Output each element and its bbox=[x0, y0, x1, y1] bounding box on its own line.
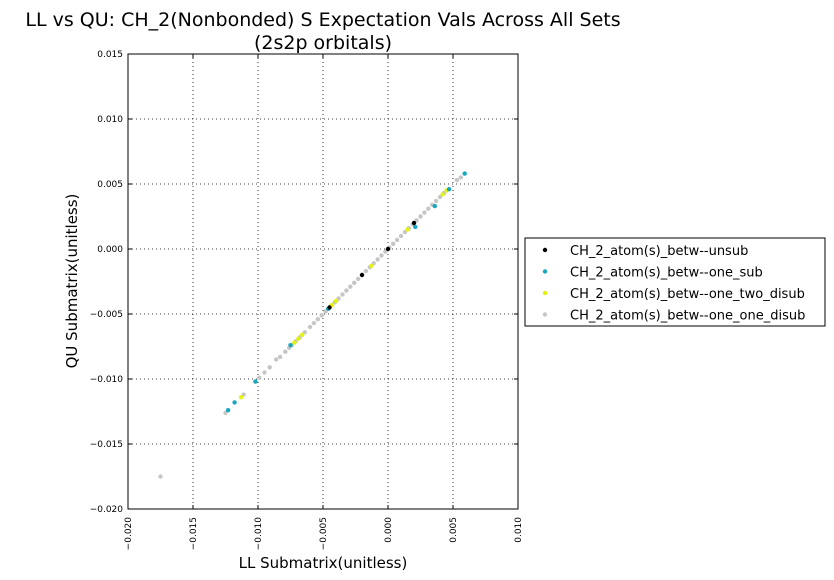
data-point bbox=[253, 379, 258, 384]
data-point bbox=[340, 292, 345, 297]
x-axis-label: LL Submatrix(unitless) bbox=[239, 554, 408, 572]
x-tick-label: −0.005 bbox=[319, 517, 329, 550]
legend-label: CH_2_atom(s)_betw--unsub bbox=[570, 244, 748, 259]
grid-lines bbox=[128, 54, 518, 509]
legend-label: CH_2_atom(s)_betw--one_sub bbox=[570, 266, 763, 281]
data-point bbox=[288, 343, 293, 348]
data-point bbox=[440, 192, 445, 197]
data-point bbox=[458, 175, 463, 180]
data-point bbox=[433, 198, 439, 204]
legend-marker bbox=[542, 269, 548, 274]
data-point bbox=[319, 313, 324, 318]
x-tick-label: 0.005 bbox=[449, 517, 459, 543]
y-tick-label: −0.020 bbox=[90, 505, 124, 515]
data-point bbox=[348, 284, 353, 289]
data-point bbox=[300, 332, 305, 337]
data-point bbox=[274, 357, 279, 362]
legend-marker bbox=[542, 247, 548, 253]
data-point bbox=[391, 241, 396, 246]
data-point bbox=[446, 187, 452, 192]
data-point bbox=[375, 257, 380, 262]
chart-title: LL vs QU: CH_2(Nonbonded) S Expectation … bbox=[25, 9, 620, 31]
data-point bbox=[359, 272, 365, 278]
data-point bbox=[454, 177, 460, 183]
data-point bbox=[283, 349, 288, 354]
data-point bbox=[257, 375, 262, 380]
data-point bbox=[422, 210, 427, 215]
data-point bbox=[344, 288, 349, 293]
y-tick-label: 0.005 bbox=[97, 180, 123, 190]
data-point bbox=[158, 474, 163, 479]
data-point bbox=[432, 203, 437, 209]
x-tick-label: 0.000 bbox=[384, 517, 394, 543]
y-axis-label: QU Submatrix(unitless) bbox=[63, 194, 81, 369]
data-point bbox=[385, 246, 391, 252]
data-point bbox=[411, 220, 417, 226]
data-point bbox=[405, 227, 410, 232]
data-point bbox=[379, 253, 384, 258]
data-point bbox=[398, 233, 404, 239]
legend: CH_2_atom(s)_betw--unsub CH_2_atom(s)_bet… bbox=[524, 237, 826, 327]
legend-label: CH_2_atom(s)_betw--one_two_disub bbox=[570, 287, 805, 302]
data-point bbox=[368, 263, 374, 269]
data-point bbox=[418, 214, 423, 219]
y-tick-label: 0.000 bbox=[97, 245, 123, 255]
legend-label: CH_2_atom(s)_betw--one_one_disub bbox=[570, 309, 805, 324]
y-tick-label: −0.015 bbox=[90, 440, 123, 450]
data-point bbox=[394, 237, 400, 243]
y-tick-label: −0.010 bbox=[90, 375, 124, 385]
y-tick-label: 0.010 bbox=[97, 115, 123, 125]
data-point bbox=[262, 370, 267, 375]
data-point bbox=[352, 280, 357, 285]
data-point bbox=[225, 408, 231, 413]
data-point bbox=[333, 298, 339, 304]
data-point bbox=[307, 324, 313, 330]
chart-subtitle: (2s2p orbitals) bbox=[254, 32, 392, 54]
x-tick-label: −0.010 bbox=[254, 517, 264, 551]
x-tick-label: 0.010 bbox=[514, 517, 524, 543]
axis-ticks: −0.020 −0.015 −0.010 −0.005 0.000 0.005 0.010 0… bbox=[90, 50, 524, 550]
y-tick-label: 0.015 bbox=[97, 50, 123, 60]
data-point bbox=[315, 317, 320, 322]
data-point bbox=[355, 276, 361, 282]
data-point bbox=[296, 336, 301, 341]
data-point bbox=[363, 268, 369, 274]
y-tick-label: −0.005 bbox=[90, 310, 123, 320]
data-point bbox=[327, 305, 332, 310]
data-point bbox=[413, 224, 418, 230]
data-point bbox=[232, 400, 237, 405]
data-point bbox=[238, 395, 244, 400]
data-point bbox=[311, 320, 317, 326]
legend-marker bbox=[542, 290, 548, 296]
data-point bbox=[462, 171, 467, 176]
data-point bbox=[267, 365, 272, 370]
legend-marker bbox=[542, 312, 548, 317]
data-points bbox=[158, 171, 467, 479]
data-point bbox=[277, 354, 283, 360]
legend-box bbox=[524, 237, 826, 327]
x-tick-label: −0.020 bbox=[124, 517, 134, 551]
x-tick-label: −0.015 bbox=[189, 517, 199, 550]
data-point bbox=[426, 206, 431, 211]
data-point bbox=[292, 340, 297, 345]
